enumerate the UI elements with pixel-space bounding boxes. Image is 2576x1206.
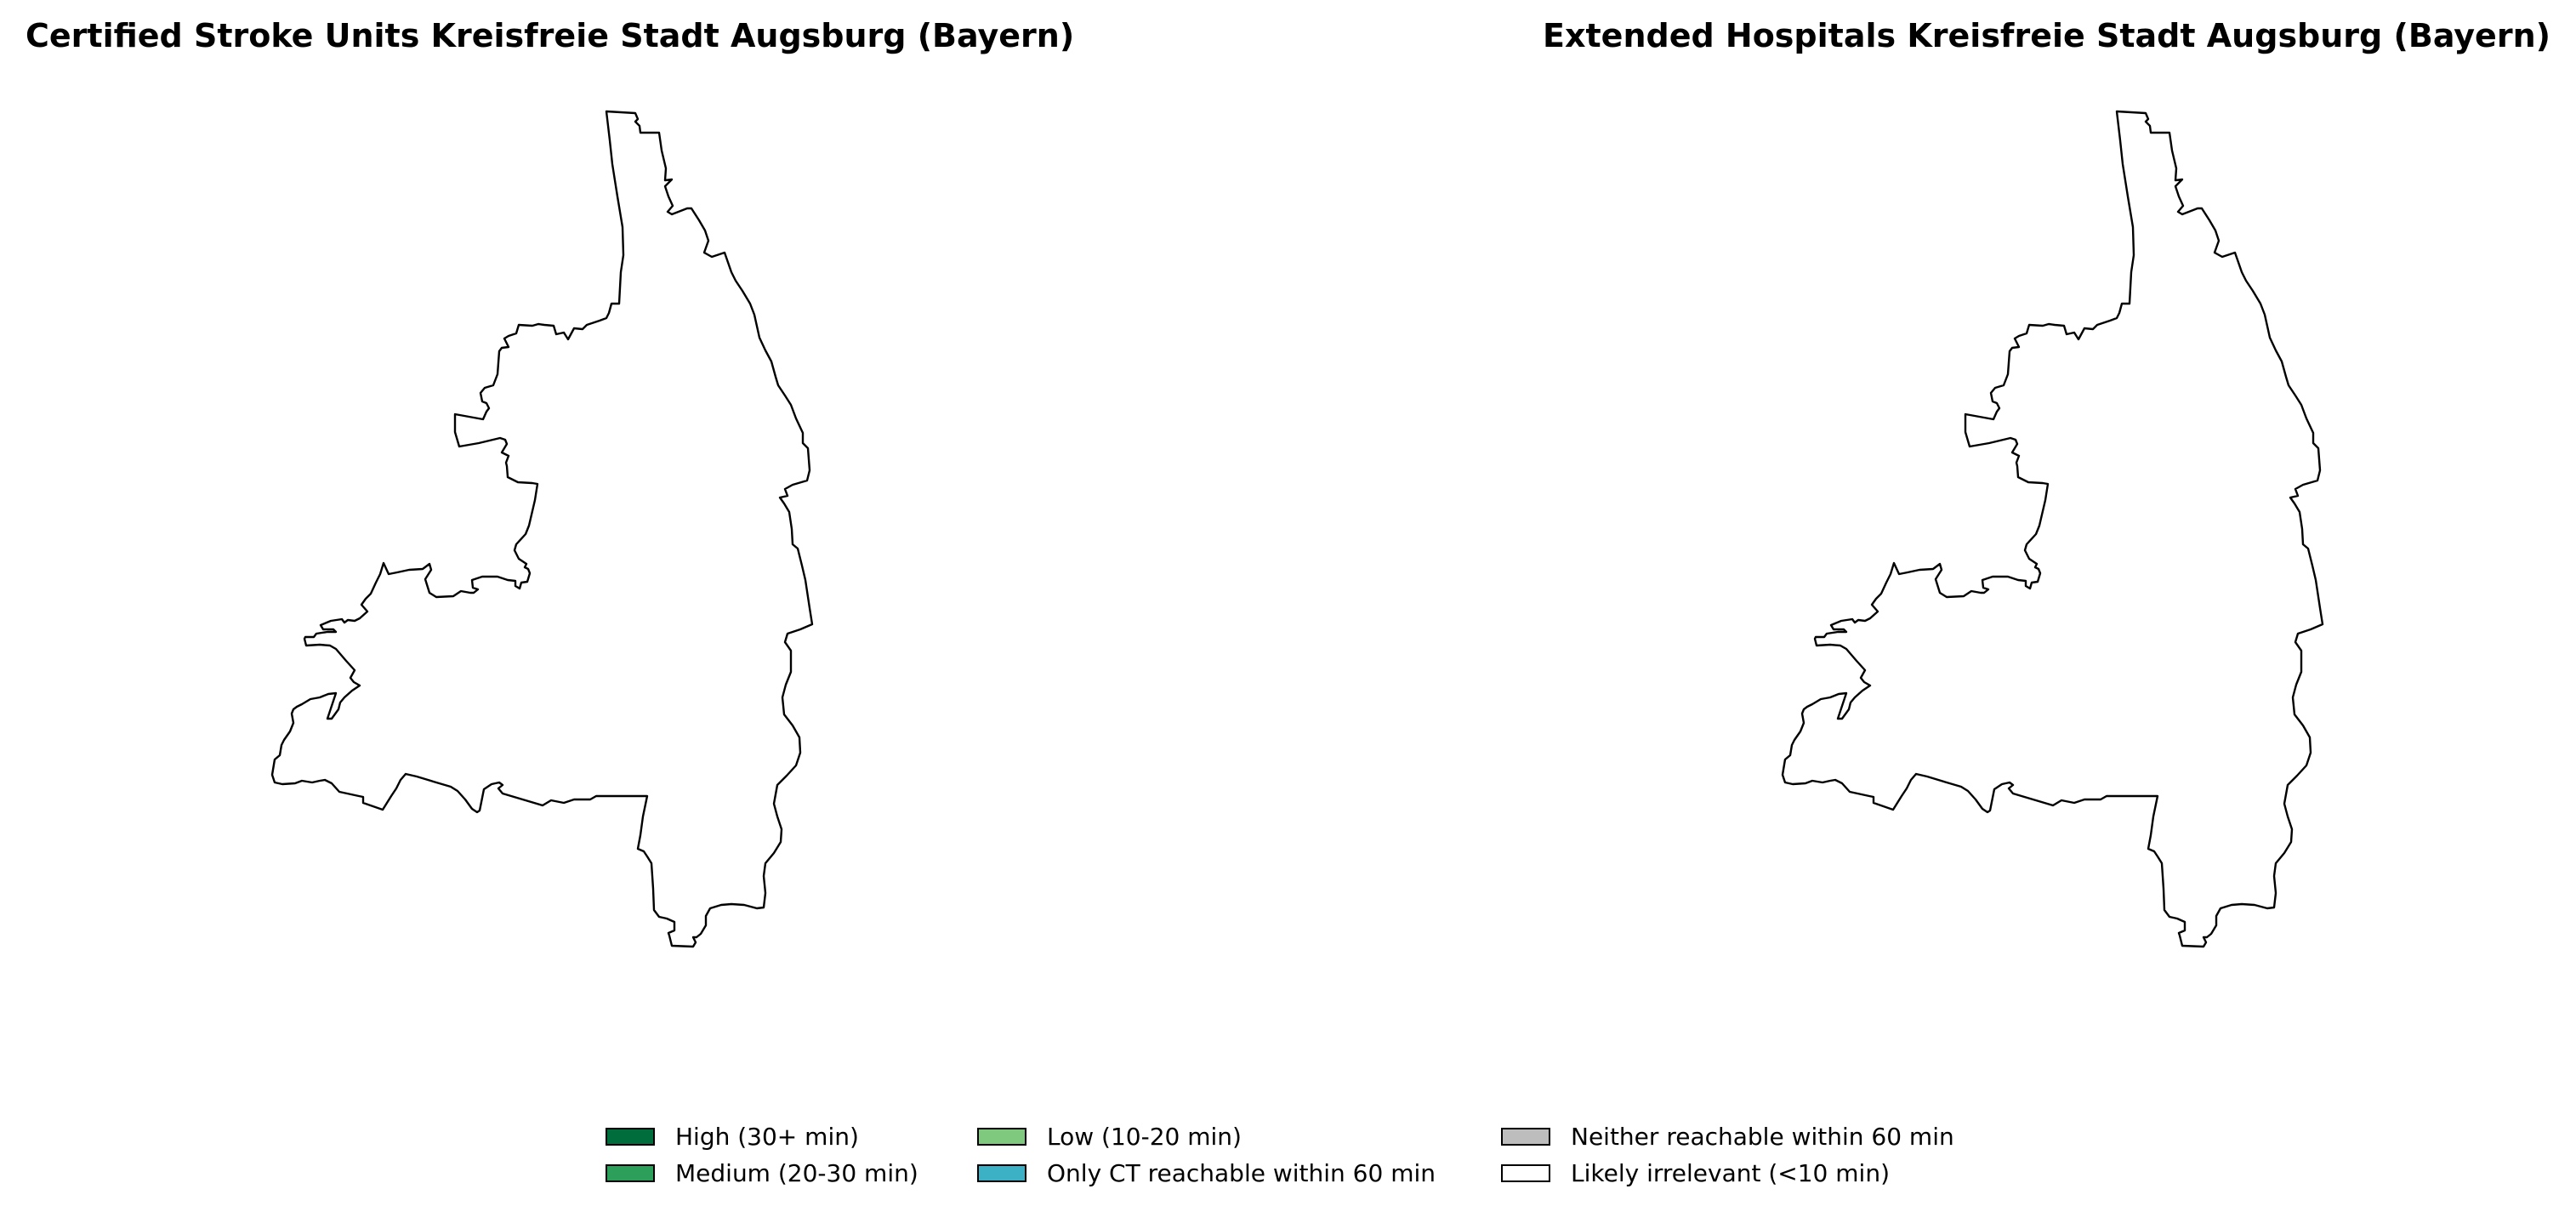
legend-item-low: Low (10-20 min)	[977, 1119, 1242, 1153]
augsburg-boundary-extended-hospitals	[1781, 110, 2324, 948]
map-title-stroke-units: Certified Stroke Units Kreisfreie Stadt …	[26, 17, 1075, 54]
legend-label-medium: Medium (20-30 min)	[675, 1158, 918, 1187]
legend-item-only-ct: Only CT reachable within 60 min	[977, 1156, 1436, 1190]
map-left	[270, 110, 814, 948]
legend-label-irrelevant: Likely irrelevant (<10 min)	[1571, 1158, 1890, 1187]
legend-swatch-low	[977, 1127, 1026, 1146]
map-legend: High (30+ min) Medium (20-30 min) Low (1…	[606, 1119, 2051, 1196]
legend-swatch-only-ct	[977, 1163, 1026, 1182]
legend-label-only-ct: Only CT reachable within 60 min	[1047, 1158, 1436, 1187]
map-title-extended-hospitals: Extended Hospitals Kreisfreie Stadt Augs…	[1543, 17, 2550, 54]
legend-swatch-neither	[1501, 1127, 1550, 1146]
legend-swatch-medium	[606, 1163, 655, 1182]
legend-item-neither: Neither reachable within 60 min	[1501, 1119, 1954, 1153]
map-right	[1781, 110, 2324, 948]
legend-item-medium: Medium (20-30 min)	[606, 1156, 918, 1190]
legend-item-irrelevant: Likely irrelevant (<10 min)	[1501, 1156, 1890, 1190]
legend-label-high: High (30+ min)	[675, 1122, 859, 1151]
legend-swatch-high	[606, 1127, 655, 1146]
legend-label-neither: Neither reachable within 60 min	[1571, 1122, 1954, 1151]
legend-label-low: Low (10-20 min)	[1047, 1122, 1242, 1151]
legend-item-high: High (30+ min)	[606, 1119, 859, 1153]
legend-swatch-irrelevant	[1501, 1163, 1550, 1182]
augsburg-boundary-stroke-units	[270, 110, 814, 948]
